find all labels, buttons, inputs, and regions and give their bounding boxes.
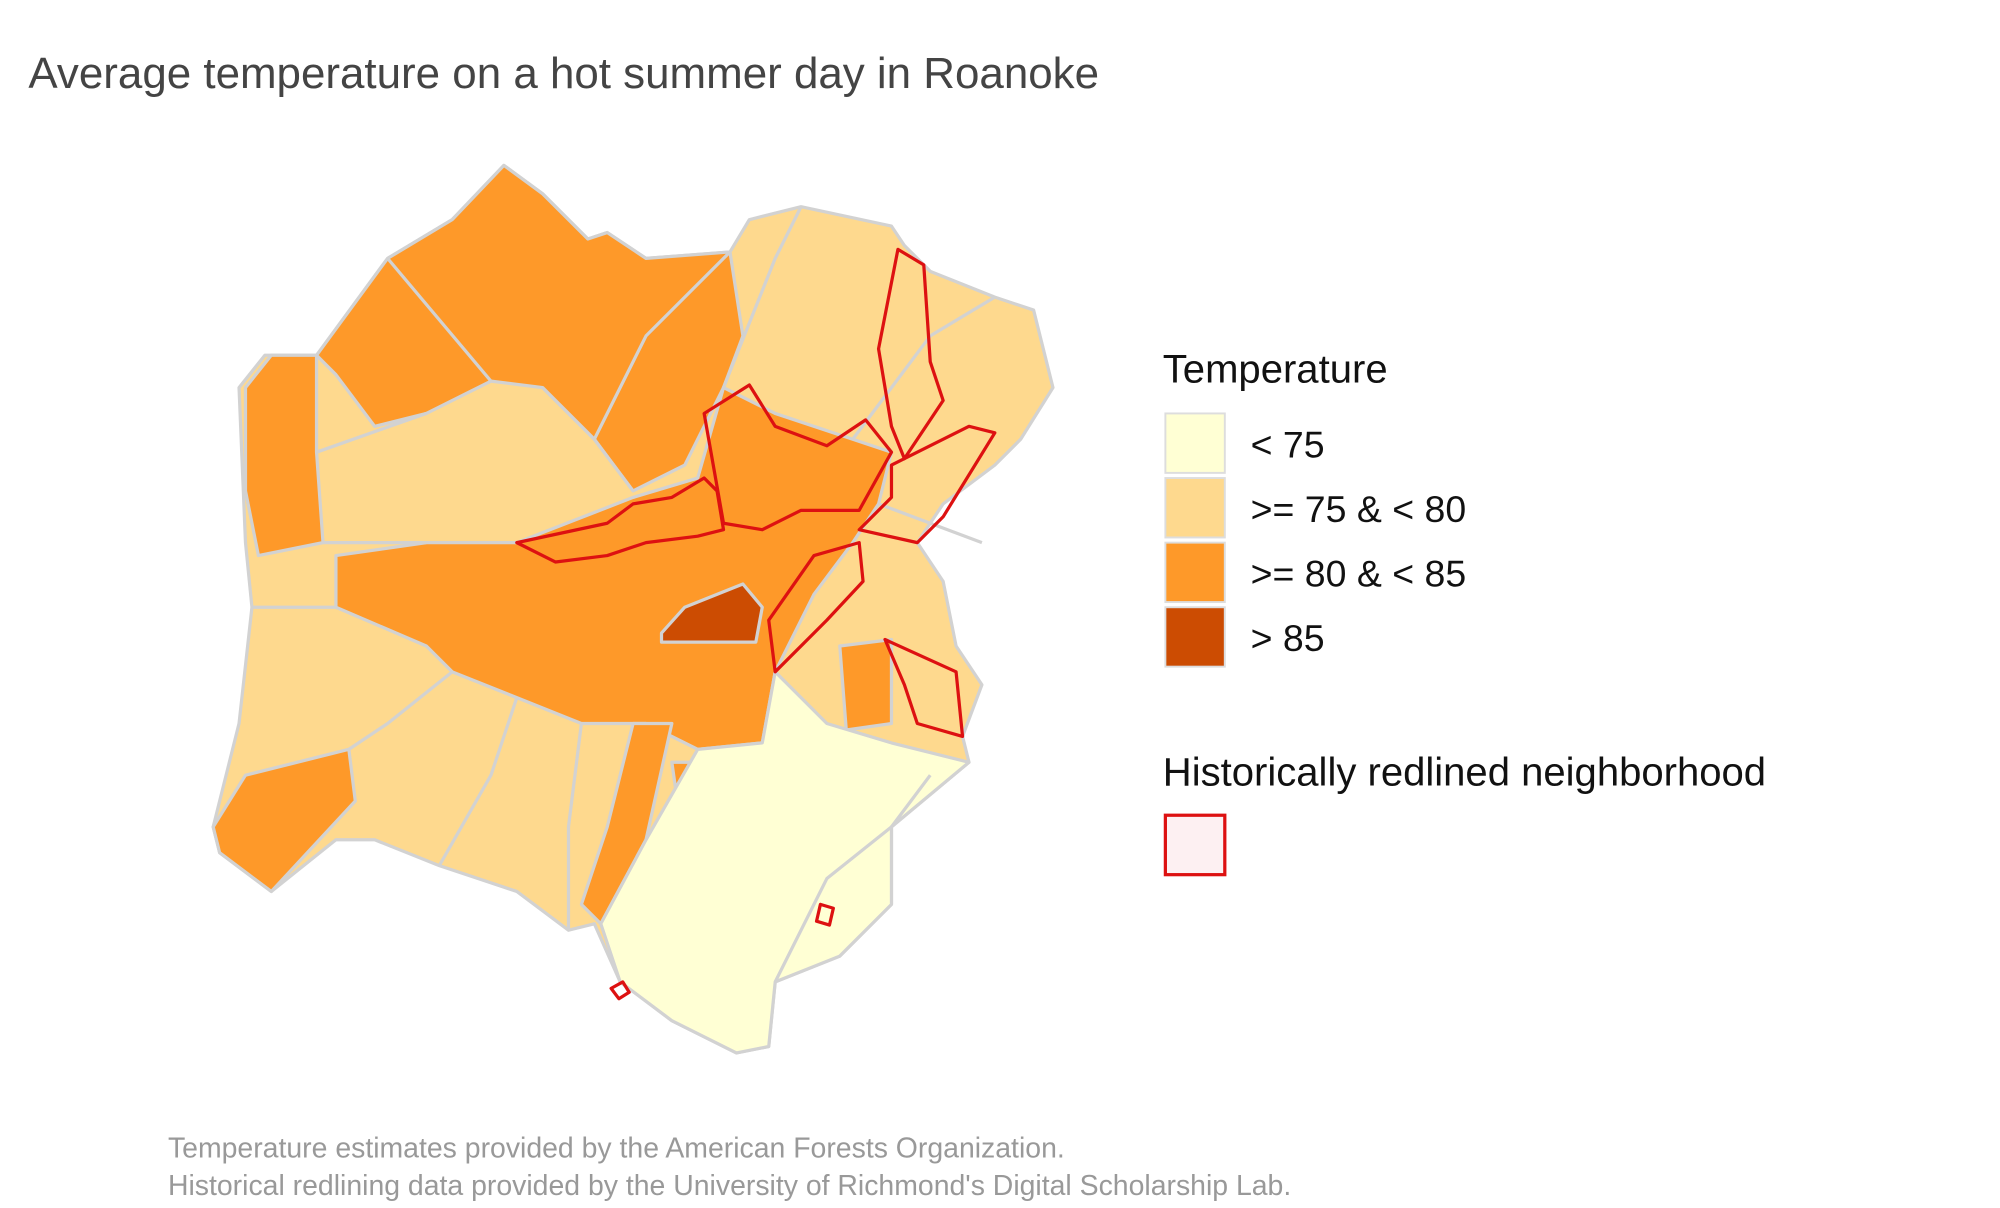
map — [211, 163, 1055, 1055]
neighborhood — [599, 670, 971, 1055]
boundary — [386, 257, 493, 383]
legend: < 75 >= 75 & < 80 >= 80 & < 85 > 85 — [1163, 412, 1467, 877]
legend-swatch — [1164, 477, 1226, 539]
boundary — [722, 205, 803, 389]
redlined-area — [609, 980, 631, 1001]
boundary — [851, 295, 996, 441]
boundary — [316, 411, 427, 454]
neighborhood — [659, 582, 764, 644]
legend-title: Temperature — [1163, 347, 1388, 391]
boundary — [890, 774, 932, 828]
legend-swatch — [1164, 412, 1226, 474]
redlined-area — [876, 247, 945, 461]
neighborhood — [211, 747, 357, 894]
redlined-area — [702, 383, 894, 532]
legend-label: < 75 — [1251, 423, 1325, 465]
legend-swatch — [1163, 813, 1227, 877]
legend-label: >= 80 & < 85 — [1251, 553, 1467, 595]
redlined-area — [767, 541, 865, 674]
legend-swatch — [1164, 541, 1226, 604]
legend-label: > 85 — [1251, 617, 1325, 659]
boundary — [566, 723, 584, 931]
boundary — [347, 670, 454, 751]
boundary — [773, 825, 893, 983]
neighborhood — [243, 353, 325, 558]
title: Average temperature on a hot summer day … — [28, 49, 1099, 98]
redlined-area — [883, 637, 965, 739]
legend-title: Historically redlined neighborhood — [1163, 751, 1766, 795]
caption: Temperature estimates provided by the Am… — [168, 1133, 1065, 1165]
boundary — [877, 502, 983, 545]
legend-label: >= 75 & < 80 — [1251, 488, 1467, 530]
redlined-area — [814, 902, 835, 927]
neighborhood — [838, 637, 894, 732]
caption: Historical redlining data provided by th… — [168, 1170, 1291, 1202]
boundary — [437, 697, 519, 867]
boundary — [592, 250, 732, 440]
redlined-area — [857, 424, 997, 545]
legend-swatch — [1164, 606, 1226, 668]
